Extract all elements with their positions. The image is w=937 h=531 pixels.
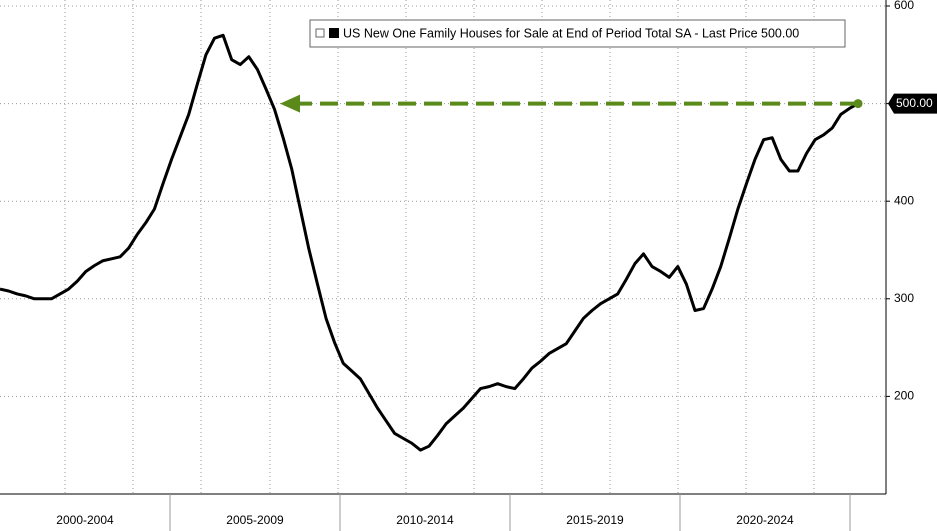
last-price-box [888,93,937,114]
legend: US New One Family Houses for Sale at End… [309,19,846,48]
x-tick-label: 2010-2014 [396,513,454,527]
last-point [853,99,863,109]
x-tick-label: 2000-2004 [56,513,114,527]
x-tick-label: 2015-2019 [566,513,624,527]
x-tick-label: 2005-2009 [226,513,284,527]
y-tick-label: 200 [894,389,914,403]
y-tick-label: 400 [894,193,914,207]
line-series [0,33,859,452]
legend-swatch [329,28,339,38]
legend-text: US New One Family Houses for Sale at End… [343,26,799,40]
legend-toggle [315,28,325,38]
x-tick-label: 2020-2024 [736,513,794,527]
legend-box [309,19,846,48]
y-tick-label: 600 [894,0,914,12]
y-tick-label: 300 [894,291,914,305]
last-price-label: 500.00 [896,96,933,110]
arrow-head [280,94,300,113]
